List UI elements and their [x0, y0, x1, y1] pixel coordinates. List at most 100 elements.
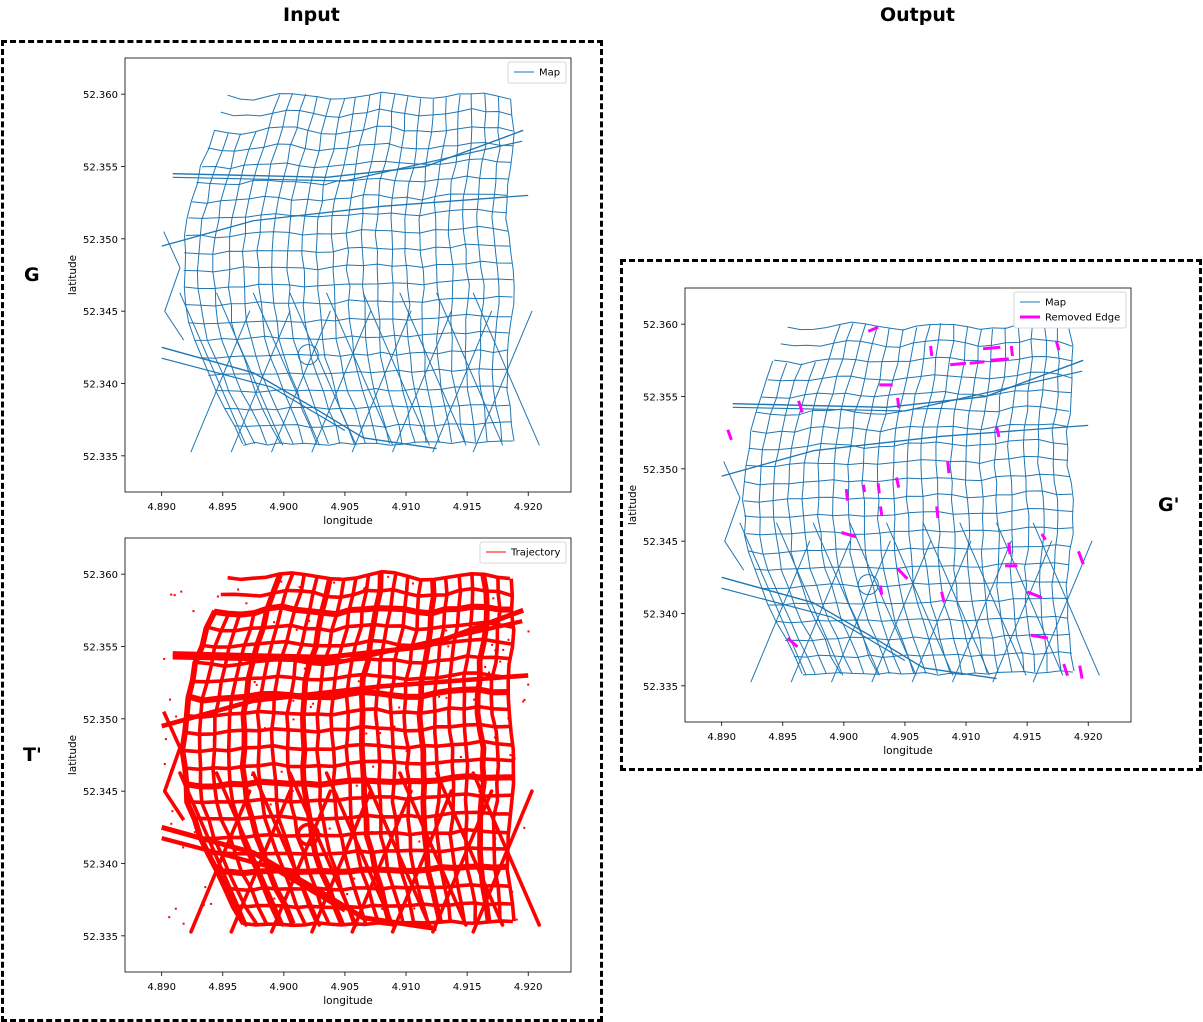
trajectory-point [301, 763, 304, 766]
road-segment [911, 540, 972, 683]
road-segment [361, 771, 432, 927]
road-segment [871, 540, 932, 683]
road-segment [310, 789, 373, 934]
trajectory-point [173, 594, 176, 597]
road-segment [748, 544, 1071, 555]
road-segment [161, 836, 347, 913]
x-tick-label: 4.905 [331, 502, 360, 513]
removed-edge [786, 636, 799, 648]
trajectory-point [241, 808, 244, 811]
trajectory-point [401, 628, 404, 631]
road-segment [242, 919, 513, 928]
y-tick-label: 52.345 [83, 307, 118, 318]
road-segment [183, 722, 511, 737]
road-segment [230, 310, 291, 453]
road-segment [744, 473, 1071, 486]
road-segment [374, 93, 403, 444]
trajectory-point [365, 732, 368, 735]
road-segment [242, 440, 513, 446]
road-segment [1022, 323, 1036, 673]
trajectory-point [163, 763, 166, 765]
trajectory-point [377, 807, 380, 810]
trajectory-point [253, 681, 256, 683]
roundabout [297, 344, 319, 366]
road-segment [476, 93, 488, 442]
removed-edge [876, 483, 881, 494]
removed-edge [1026, 590, 1043, 599]
road-segment [256, 93, 304, 444]
trajectory-point [300, 717, 303, 720]
trajectory-point [405, 750, 408, 753]
legend-box [507, 61, 567, 84]
trajectory-point [251, 773, 253, 776]
x-tick-label: 4.910 [392, 502, 421, 513]
trajectory-point [445, 696, 448, 699]
trajectory-point [248, 861, 251, 864]
trajectory-point [393, 725, 396, 728]
trajectory-point [457, 679, 460, 682]
road-segment [201, 158, 511, 170]
x-axis-label: longitude [323, 515, 372, 527]
x-tick-label: 4.920 [514, 982, 543, 993]
network-layer [161, 569, 542, 934]
road-segment [208, 368, 508, 376]
road-segment [200, 349, 508, 359]
trajectory-point [473, 698, 475, 701]
x-tick-label: 4.895 [768, 732, 797, 743]
road-segment [949, 326, 976, 674]
road-segment [831, 540, 891, 683]
removed-edge [840, 531, 857, 539]
x-tick-label: 4.895 [208, 502, 237, 513]
road-segment [790, 540, 851, 683]
trajectory-point [322, 869, 325, 872]
trajectory-point [509, 754, 512, 757]
road-segment [752, 423, 1068, 434]
roundabout [296, 822, 321, 847]
removed-edge [950, 361, 967, 367]
label-g: G [24, 264, 40, 286]
trajectory-point [319, 832, 322, 835]
trajectory-point [328, 827, 331, 830]
road-segment [162, 710, 186, 822]
trajectory-point [245, 602, 248, 605]
removed-edge [1062, 663, 1069, 677]
road-segment [311, 310, 372, 453]
road-segment [251, 771, 322, 927]
network-layer [721, 321, 1100, 683]
trajectory-point [493, 736, 496, 739]
road-segment [992, 540, 1053, 683]
road-segment [832, 323, 879, 675]
road-segment [183, 260, 512, 273]
trajectory-point [170, 822, 173, 825]
trajectory-point [192, 610, 195, 613]
trajectory-point [478, 790, 481, 793]
road-segment [768, 597, 1068, 606]
road-segment [194, 330, 509, 341]
trajectory-point [357, 680, 360, 683]
y-axis-label: latitude [627, 485, 639, 525]
trajectory-point [331, 708, 334, 711]
trajectory-point [238, 908, 240, 911]
x-tick-label: 4.905 [331, 982, 360, 993]
road-segment [187, 686, 508, 704]
trajectory-point [169, 698, 171, 701]
road-segment [216, 292, 284, 446]
trajectory-point [232, 907, 235, 910]
removed-edge [946, 461, 951, 474]
road-segment [233, 901, 512, 910]
road-segment [402, 578, 430, 924]
trajectory-point [379, 732, 382, 735]
road-segment [906, 324, 938, 674]
trajectory-point [507, 638, 510, 641]
trajectory-point [216, 595, 219, 598]
trajectory-point [381, 907, 384, 910]
trajectory-point [231, 638, 234, 641]
road-segment [721, 424, 1089, 477]
trajectory-point [398, 706, 401, 709]
road-segment [399, 292, 467, 446]
trajectory-point [170, 593, 173, 596]
road-segment [748, 438, 1068, 451]
x-tick-label: 4.890 [147, 502, 176, 513]
road-segment [732, 370, 1083, 412]
trajectory-point [309, 706, 312, 708]
